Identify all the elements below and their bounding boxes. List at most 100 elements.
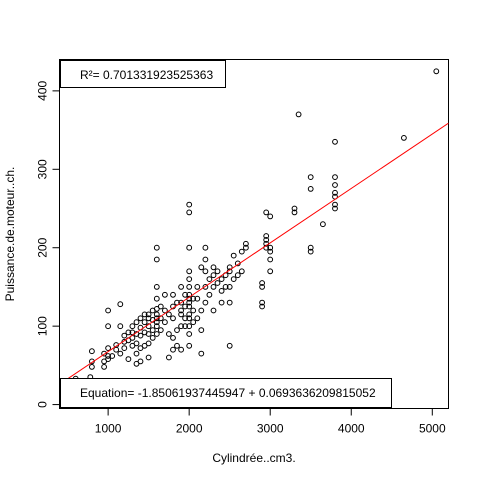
data-point bbox=[90, 349, 95, 354]
data-point bbox=[163, 292, 168, 297]
data-point bbox=[154, 332, 159, 337]
data-point bbox=[122, 346, 127, 351]
data-point bbox=[308, 175, 313, 180]
x-tick-label: 3000 bbox=[257, 422, 284, 436]
data-point bbox=[264, 210, 269, 215]
equation-text: Equation= -1.85061937445947 + 0.06936362… bbox=[80, 386, 376, 400]
regression-layer bbox=[60, 123, 449, 384]
data-point bbox=[231, 253, 236, 258]
y-tick-label: 400 bbox=[36, 81, 50, 101]
data-point bbox=[154, 257, 159, 262]
data-point bbox=[219, 277, 224, 282]
data-point bbox=[171, 347, 176, 352]
data-point bbox=[235, 273, 240, 278]
data-point bbox=[215, 269, 220, 274]
data-point bbox=[106, 346, 111, 351]
data-point bbox=[199, 308, 204, 313]
data-point bbox=[187, 285, 192, 290]
data-point bbox=[333, 139, 338, 144]
data-point bbox=[191, 320, 196, 325]
data-point bbox=[114, 347, 119, 352]
data-point bbox=[211, 273, 216, 278]
data-point bbox=[154, 245, 159, 250]
data-point bbox=[195, 285, 200, 290]
data-point bbox=[134, 351, 139, 356]
data-point bbox=[90, 365, 95, 370]
data-point bbox=[179, 285, 184, 290]
data-point bbox=[268, 214, 273, 219]
y-tick-label: 300 bbox=[36, 159, 50, 179]
data-point bbox=[134, 341, 139, 346]
data-point bbox=[199, 328, 204, 333]
data-point bbox=[187, 332, 192, 337]
data-point bbox=[239, 249, 244, 254]
data-point bbox=[138, 359, 143, 364]
data-point bbox=[321, 222, 326, 227]
data-point bbox=[203, 269, 208, 274]
data-point bbox=[211, 308, 216, 313]
data-point bbox=[167, 312, 172, 317]
data-point bbox=[126, 357, 131, 362]
data-point bbox=[167, 332, 172, 337]
data-point bbox=[138, 316, 143, 321]
data-point bbox=[333, 175, 338, 180]
r2-annotation: R²= 0.701331923525363 bbox=[61, 61, 226, 88]
data-point bbox=[239, 269, 244, 274]
data-point bbox=[187, 245, 192, 250]
data-point bbox=[150, 328, 155, 333]
equation-annotation: Equation= -1.85061937445947 + 0.06936362… bbox=[61, 379, 392, 408]
x-axis: 1000 2000 3000 4000 5000 bbox=[95, 409, 446, 436]
y-axis: 0 100 200 300 400 bbox=[36, 81, 60, 408]
data-point bbox=[203, 257, 208, 262]
data-point bbox=[227, 343, 232, 348]
data-point bbox=[211, 285, 216, 290]
data-point bbox=[199, 351, 204, 356]
data-point bbox=[118, 302, 123, 307]
data-point bbox=[171, 336, 176, 341]
points-layer bbox=[73, 69, 438, 381]
data-point bbox=[154, 285, 159, 290]
data-point bbox=[207, 292, 212, 297]
data-point bbox=[211, 265, 216, 270]
data-point bbox=[102, 365, 107, 370]
x-tick-label: 5000 bbox=[419, 422, 446, 436]
y-axis-label: Puissance.de.moteur..ch. bbox=[3, 167, 17, 302]
data-point bbox=[219, 289, 224, 294]
regression-line bbox=[60, 123, 449, 384]
data-point bbox=[227, 300, 232, 305]
data-point bbox=[175, 328, 180, 333]
data-point bbox=[203, 245, 208, 250]
data-point bbox=[434, 69, 439, 74]
plot-frame bbox=[60, 60, 449, 409]
data-point bbox=[118, 351, 123, 356]
y-tick-label: 100 bbox=[36, 316, 50, 336]
data-point bbox=[134, 320, 139, 325]
data-point bbox=[106, 308, 111, 313]
data-point bbox=[171, 316, 176, 321]
data-point bbox=[187, 269, 192, 274]
data-point bbox=[146, 355, 151, 360]
data-point bbox=[199, 265, 204, 270]
data-point bbox=[163, 320, 168, 325]
data-point bbox=[215, 281, 220, 286]
plot-area bbox=[60, 60, 449, 409]
data-point bbox=[130, 324, 135, 329]
data-point bbox=[158, 304, 163, 309]
data-point bbox=[187, 210, 192, 215]
data-point bbox=[402, 136, 407, 141]
data-point bbox=[146, 341, 151, 346]
data-point bbox=[175, 343, 180, 348]
data-point bbox=[268, 257, 273, 262]
data-point bbox=[308, 187, 313, 192]
data-point bbox=[191, 308, 196, 313]
data-point bbox=[333, 183, 338, 188]
data-point bbox=[150, 336, 155, 341]
data-point bbox=[142, 320, 147, 325]
data-point bbox=[231, 277, 236, 282]
data-point bbox=[167, 355, 172, 360]
y-tick-label: 0 bbox=[36, 401, 50, 408]
data-point bbox=[219, 300, 224, 305]
data-point bbox=[171, 292, 176, 297]
data-point bbox=[187, 343, 192, 348]
